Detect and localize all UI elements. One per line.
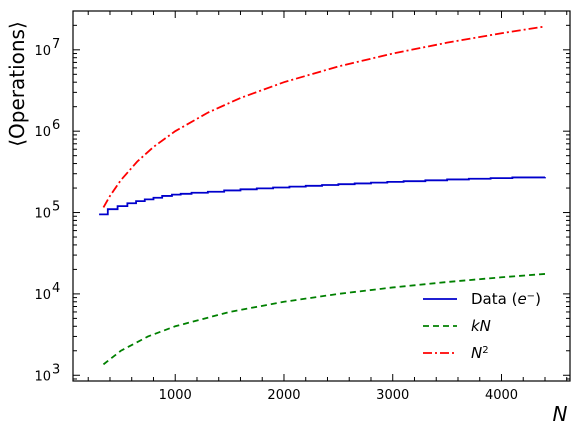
legend-label-part: ) [535, 290, 541, 308]
series-line-0 [99, 176, 546, 216]
legend-label-part: kN [471, 317, 491, 335]
y-tick-label: 10 [34, 44, 51, 59]
y-tick-label: 10 [34, 125, 51, 140]
y-axis-label: ⟨Operations⟩ [5, 21, 29, 147]
legend-label-part: 2 [482, 345, 488, 356]
legend: Data (e−) kN N2 [423, 290, 541, 362]
y-tick-exponent: 3 [52, 362, 60, 377]
legend-label-2: N2 [471, 344, 489, 362]
y-tick-exponent: 7 [52, 37, 60, 52]
legend-label-part: Data ( [471, 290, 517, 308]
y-tick-label: 10 [34, 207, 51, 222]
legend-label-0: Data (e−) [471, 290, 541, 308]
x-tick-label: 1000 [159, 388, 192, 403]
y-tick-label: 10 [34, 288, 51, 303]
plot-frame [72, 10, 571, 382]
legend-label-part: − [527, 291, 535, 302]
x-axis-label: N [553, 402, 568, 426]
series-line-2 [102, 25, 546, 208]
legend-label-part: e [517, 290, 526, 308]
x-tick-label: 3000 [376, 388, 409, 403]
plot-area [99, 25, 546, 366]
legend-label-1: kN [471, 317, 491, 335]
y-tick-exponent: 5 [52, 200, 60, 215]
y-tick-exponent: 4 [52, 281, 60, 296]
x-tick-label: 2000 [267, 388, 300, 403]
x-tick-label: 4000 [485, 388, 518, 403]
y-tick-exponent: 6 [52, 118, 60, 133]
series-line-1 [102, 273, 546, 366]
y-tick-label: 10 [34, 369, 51, 384]
legend-label-part: N [471, 344, 482, 362]
